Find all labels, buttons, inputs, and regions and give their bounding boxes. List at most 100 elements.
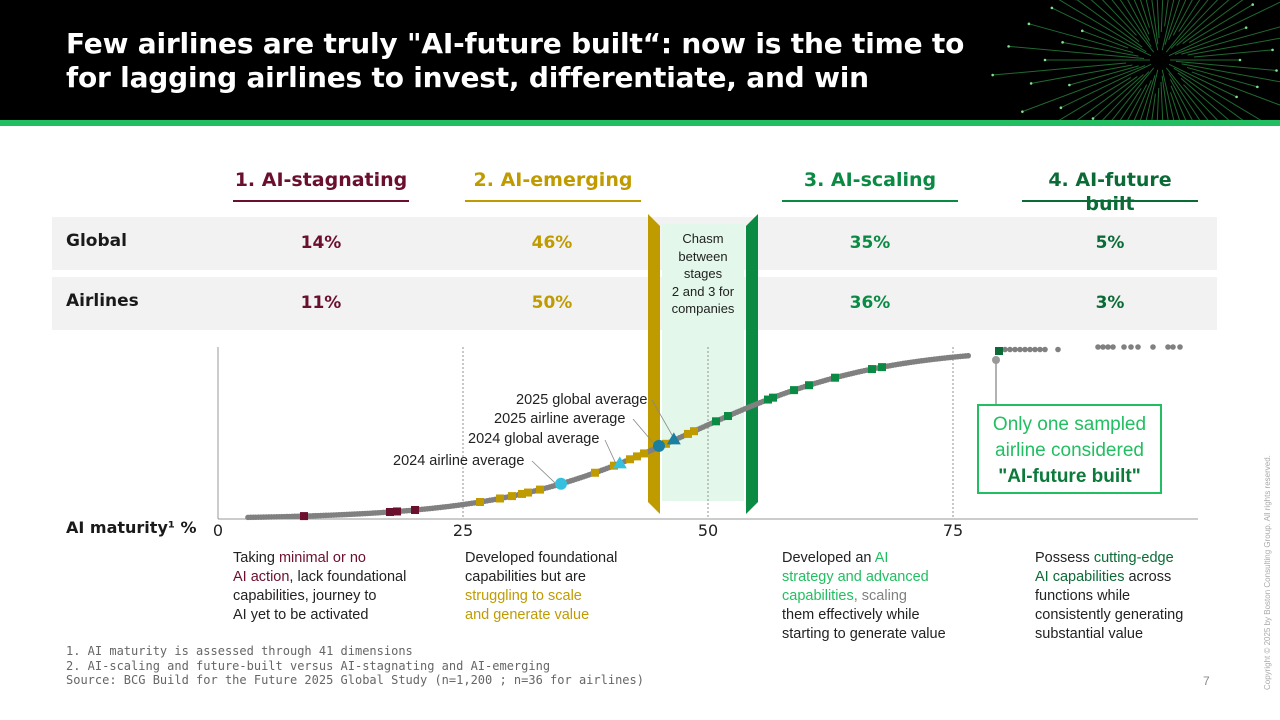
burst-dot [1251, 3, 1255, 6]
company-point [1055, 346, 1061, 353]
burst-ray [1092, 74, 1144, 119]
burst-ray [992, 62, 1127, 76]
avg-2024-global-point [612, 456, 627, 469]
airlines-pct-stagnating: 11% [300, 293, 342, 313]
burst-ray [1168, 0, 1187, 40]
stagnating-airline-point [411, 505, 419, 514]
emerging-airline-point [591, 468, 599, 477]
burst-ray [1191, 71, 1280, 106]
burst-ray [1119, 0, 1152, 47]
stage-header-ai-future-built: 4. AI-future built [1022, 168, 1198, 215]
leader-2024-global [604, 439, 617, 464]
company-point [1002, 346, 1008, 353]
chasm-wall-left [648, 214, 660, 514]
burst-ray [1101, 0, 1137, 36]
burst-ray [1127, 0, 1151, 41]
burst-ray [1051, 7, 1152, 57]
burst-ray [1058, 0, 1147, 53]
footnote-2: 2. AI-scaling and future-built versus AI… [66, 658, 551, 673]
x-tick-label-0: 0 [213, 521, 223, 540]
company-point [1121, 344, 1127, 350]
burst-ray [1111, 67, 1155, 120]
description-ai-scaling: Developed an AI strategy and advanced ca… [782, 550, 946, 642]
burst-ray [1151, 93, 1156, 120]
label-2024-global-average: 2024 global average [468, 431, 599, 447]
company-point [1170, 344, 1176, 350]
burst-ray [1161, 0, 1175, 51]
burst-ray [1160, 81, 1164, 120]
company-point [1012, 346, 1018, 353]
burst-ray [1090, 0, 1140, 42]
row-label-airlines: Airlines [66, 291, 139, 311]
emerging-airline-point [633, 452, 641, 461]
burst-ray [1161, 69, 1175, 120]
footnote-1: 1. AI maturity is assessed through 41 di… [66, 644, 413, 658]
company-point [1110, 344, 1116, 350]
burst-dot [1275, 69, 1278, 72]
company-point [1037, 346, 1043, 353]
leader-2025-global [651, 399, 674, 437]
burst-ray [1008, 45, 1145, 60]
global-pct-scaling: 35% [849, 233, 891, 253]
company-point [1100, 344, 1106, 350]
row-label-global: Global [66, 231, 127, 251]
burst-ray [1170, 0, 1219, 49]
burst-dot [1021, 110, 1024, 113]
burst-ray [1069, 65, 1139, 86]
burst-dot [1091, 117, 1095, 120]
scaling-airline-point [712, 417, 720, 426]
company-point [1042, 346, 1048, 353]
emerging-airline-point [508, 492, 516, 501]
emerging-airline-point [524, 488, 532, 497]
scaling-airline-point [790, 386, 798, 395]
company-point [1135, 344, 1141, 350]
burst-dot [1256, 85, 1259, 89]
burst-ray [1028, 23, 1134, 54]
company-point [1150, 344, 1156, 350]
company-point [1095, 344, 1101, 350]
burst-ray [1127, 84, 1148, 120]
burst-ray [1165, 0, 1209, 53]
label-2025-global-average: 2025 global average [516, 392, 647, 408]
company-point [965, 352, 971, 359]
global-pct-future-built: 5% [1095, 233, 1125, 253]
stagnating-airline-point [393, 507, 401, 516]
description-ai-stagnating: Taking minimal or no AI action, lack fou… [233, 550, 407, 623]
burst-ray [1181, 26, 1280, 55]
header-accent-line [0, 120, 1280, 126]
company-point [1022, 346, 1028, 353]
company-point [1165, 344, 1171, 350]
emerging-airline-point [662, 439, 670, 448]
emerging-airline-point [626, 455, 634, 464]
scaling-airline-point [764, 395, 772, 404]
avg-2025-airline-point [653, 439, 665, 452]
burst-ray [1151, 0, 1159, 45]
chasm-region [662, 224, 744, 501]
burst-dot [1029, 82, 1033, 85]
scaling-airline-point [724, 412, 732, 421]
stage-header-ai-scaling: 3. AI-scaling [782, 168, 958, 202]
label-2024-airline-average: 2024 airline average [393, 453, 524, 469]
burst-dot [1027, 22, 1031, 26]
stagnating-airline-point [386, 507, 394, 516]
burst-dot [1235, 95, 1238, 99]
burst-ray [1062, 41, 1139, 57]
burst-ray [1156, 87, 1160, 120]
burst-ray [1161, 75, 1169, 120]
company-point [1007, 346, 1013, 353]
avg-2025-global-point [666, 432, 681, 445]
global-pct-emerging: 46% [531, 233, 573, 253]
x-tick-label-50: 50 [698, 521, 718, 540]
burst-dot [1238, 58, 1242, 62]
burst-ray [1182, 0, 1244, 44]
burst-ray [1076, 76, 1138, 120]
burst-ray [1187, 37, 1280, 56]
burst-dot [1061, 41, 1064, 44]
burst-ray [1180, 78, 1230, 120]
burst-ray [1133, 80, 1152, 120]
description-ai-future-built: Possess cutting-edge AI capabilities acr… [1035, 550, 1184, 642]
emerging-airline-point [536, 485, 544, 494]
burst-ray [1186, 66, 1258, 88]
emerging-airline-point [640, 449, 648, 458]
scaling-airline-point [878, 363, 886, 372]
